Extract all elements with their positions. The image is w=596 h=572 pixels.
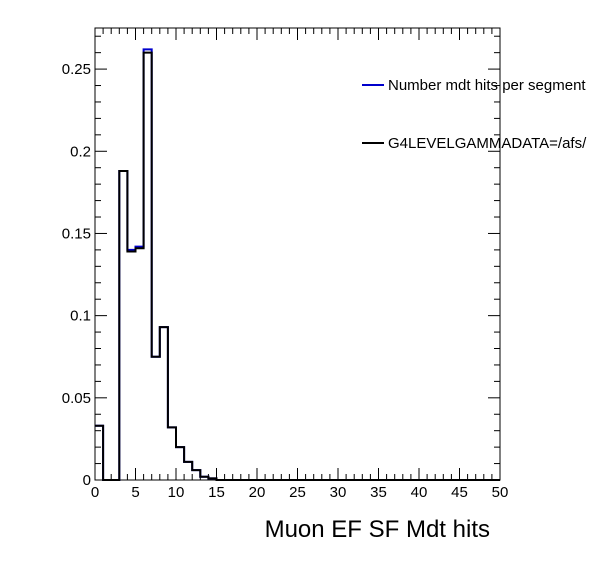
axis-ticks (94, 28, 501, 481)
x-tick-label: 20 (249, 484, 266, 501)
y-tick-label: 0 (83, 472, 91, 489)
x-tick-labels: 0 5 10 15 20 25 30 35 40 45 50 (91, 484, 509, 501)
y-tick-label: 0.2 (70, 143, 91, 160)
legend-label-0: Number mdt hits per segment (388, 77, 586, 94)
x-tick-label: 10 (168, 484, 185, 501)
x-tick-label: 0 (91, 484, 99, 501)
y-tick-labels: 0 0.05 0.1 0.15 0.2 0.25 (62, 61, 91, 489)
histogram-series (95, 48, 500, 481)
x-tick-label: 50 (492, 484, 509, 501)
x-tick-label: 45 (451, 484, 468, 501)
y-tick-label: 0.15 (62, 225, 91, 242)
legend-label-1: G4LEVELGAMMADATA=/afs/ (388, 135, 587, 152)
y-tick-label: 0.25 (62, 61, 91, 78)
x-tick-label: 40 (411, 484, 428, 501)
legend-background (357, 60, 475, 168)
x-tick-label: 25 (289, 484, 306, 501)
x-tick-label: 15 (208, 484, 225, 501)
x-axis-title: Muon EF SF Mdt hits (265, 516, 490, 543)
legend: Number mdt hits per segment G4LEVELGAMMA… (357, 60, 587, 168)
series-1-histogram (95, 51, 500, 481)
y-tick-label: 0.05 (62, 390, 91, 407)
y-tick-label: 0.1 (70, 308, 91, 325)
x-tick-label: 35 (370, 484, 387, 501)
x-tick-label: 30 (330, 484, 347, 501)
x-tick-label: 5 (131, 484, 139, 501)
